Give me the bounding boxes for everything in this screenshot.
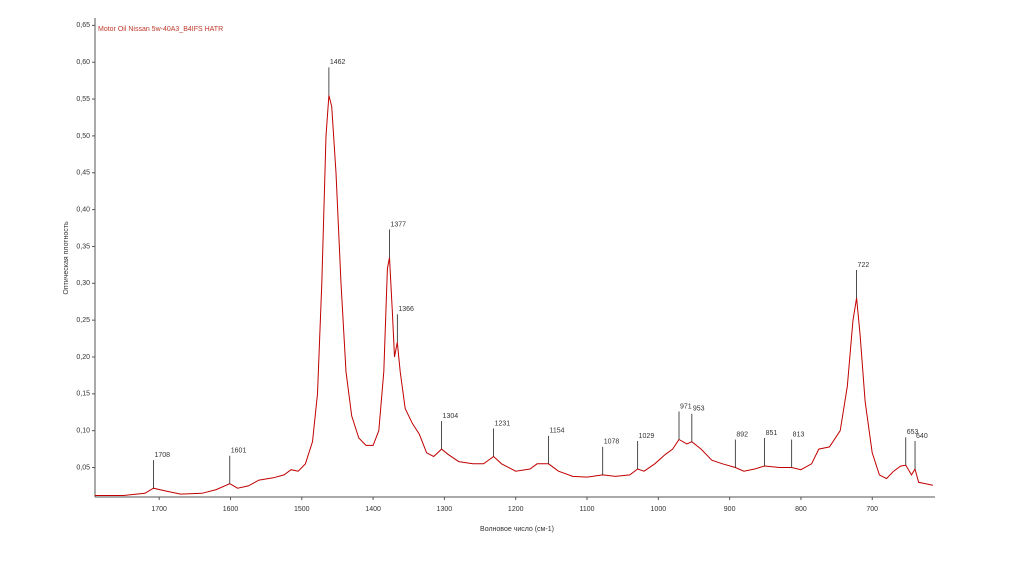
spectrum-line (95, 95, 934, 496)
y-tick-label: 0,25 (76, 317, 90, 324)
x-tick-label: 1600 (223, 506, 239, 513)
peak-label: 1377 (390, 221, 406, 228)
x-tick-label: 1000 (651, 506, 667, 513)
peak-label: 813 (793, 431, 805, 438)
y-tick-label: 0,55 (76, 96, 90, 103)
peak-label: 1029 (639, 433, 655, 440)
y-tick-label: 0,20 (76, 354, 90, 361)
peak-label: 1154 (550, 428, 565, 435)
y-tick-label: 0,30 (76, 280, 90, 287)
x-tick-label: 1700 (151, 506, 167, 513)
peak-label: 1231 (495, 420, 511, 427)
peak-label: 1601 (231, 448, 247, 455)
peak-label: 1366 (398, 306, 414, 313)
peak-label: 1462 (330, 59, 346, 66)
peak-label: 653 (907, 429, 919, 436)
y-tick-label: 0,15 (76, 391, 90, 398)
peak-label: 971 (680, 403, 692, 410)
peak-label: 953 (693, 406, 705, 413)
y-tick-label: 0,10 (76, 428, 90, 435)
y-tick-label: 0,60 (76, 59, 90, 66)
chart-title: Motor Oil Nissan 5w-40A3_B4IFS HATR (98, 26, 223, 33)
peak-label: 722 (858, 262, 870, 269)
peak-label: 640 (916, 433, 928, 440)
y-tick-label: 0,35 (76, 243, 90, 250)
x-tick-label: 1100 (579, 506, 594, 513)
x-tick-label: 900 (724, 506, 736, 513)
x-tick-label: 1300 (437, 506, 453, 513)
x-axis-label: Волновое число (см-1) (480, 526, 554, 533)
peak-label: 1078 (604, 439, 620, 446)
y-tick-label: 0,65 (76, 22, 90, 29)
x-tick-label: 800 (795, 506, 807, 513)
y-tick-label: 0,05 (76, 464, 90, 471)
x-tick-label: 1400 (365, 506, 381, 513)
y-axis-label: Оптическая плотность (63, 221, 70, 295)
peak-label: 851 (766, 430, 778, 437)
x-tick-label: 700 (866, 506, 878, 513)
peak-label: 1708 (154, 452, 170, 459)
peak-label: 892 (736, 431, 748, 438)
y-tick-label: 0,50 (76, 133, 90, 140)
y-tick-label: 0,45 (76, 170, 90, 177)
y-tick-label: 0,40 (76, 206, 90, 213)
x-tick-label: 1200 (508, 506, 524, 513)
x-tick-label: 1500 (294, 506, 310, 513)
peak-label: 1304 (443, 413, 459, 420)
